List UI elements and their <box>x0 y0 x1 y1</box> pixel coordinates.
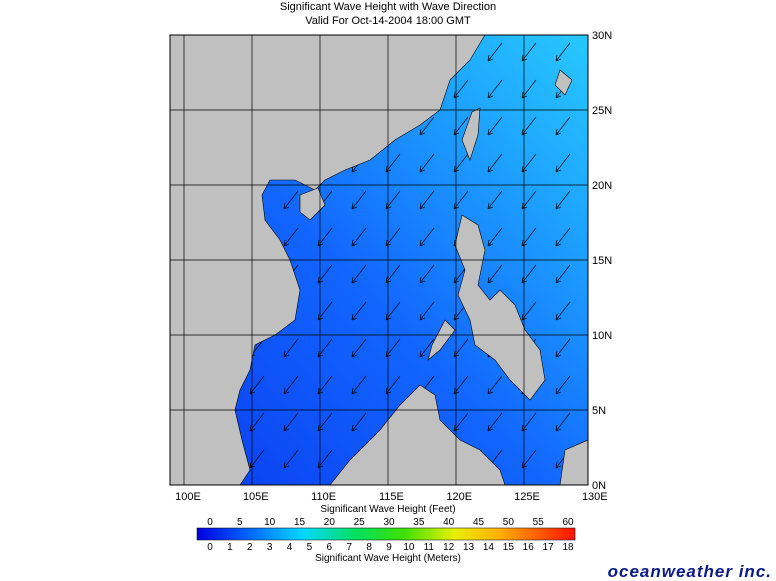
lat-label: 10N <box>592 330 612 342</box>
meter-tick: 7 <box>346 542 352 553</box>
meter-tick: 13 <box>463 542 475 553</box>
legend-feet-title: Significant Wave Height (Feet) <box>320 504 455 515</box>
lat-label: 30N <box>592 30 612 42</box>
graticule <box>170 35 588 485</box>
feet-tick: 25 <box>354 517 366 528</box>
feet-ticks: 0 5 10 15 20 25 30 35 40 45 50 55 60 <box>207 517 574 528</box>
meter-tick: 10 <box>403 542 415 553</box>
logo: oceanweather inc. <box>608 562 772 581</box>
lat-label: 5N <box>592 405 606 417</box>
feet-tick: 10 <box>264 517 276 528</box>
meter-tick: 5 <box>307 542 313 553</box>
lat-label: 25N <box>592 105 612 117</box>
legend-meters-title: Significant Wave Height (Meters) <box>315 553 461 564</box>
meter-tick: 18 <box>562 542 574 553</box>
map <box>170 35 588 485</box>
feet-tick: 0 <box>207 517 213 528</box>
meter-tick: 9 <box>386 542 392 553</box>
meter-tick: 12 <box>443 542 455 553</box>
feet-tick: 5 <box>237 517 243 528</box>
lat-label: 15N <box>592 255 612 267</box>
feet-tick: 50 <box>503 517 515 528</box>
land <box>170 35 588 485</box>
feet-tick: 60 <box>562 517 574 528</box>
meter-tick: 1 <box>227 542 233 553</box>
lat-label: 20N <box>592 180 612 192</box>
meter-tick: 0 <box>207 542 213 553</box>
feet-tick: 45 <box>473 517 485 528</box>
meter-tick: 3 <box>267 542 273 553</box>
lon-label: 115E <box>379 491 404 503</box>
meter-tick: 14 <box>483 542 495 553</box>
feet-tick: 15 <box>294 517 306 528</box>
subtitle: Valid For Oct-14-2004 18:00 GMT <box>305 15 471 27</box>
feet-tick: 40 <box>443 517 455 528</box>
feet-tick: 30 <box>383 517 395 528</box>
lon-label: 105E <box>243 491 269 503</box>
meter-tick: 15 <box>503 542 515 553</box>
meter-tick: 11 <box>424 542 435 553</box>
feet-tick: 35 <box>413 517 425 528</box>
meter-tick: 8 <box>366 542 372 553</box>
meter-ticks: 0 1 2 3 4 5 6 7 8 9 10 11 12 13 14 15 16 17 18 <box>207 542 574 553</box>
colorbar <box>196 527 576 541</box>
meter-tick: 16 <box>523 542 535 553</box>
feet-tick: 55 <box>533 517 545 528</box>
title: Significant Wave Height with Wave Direct… <box>280 1 496 13</box>
lat-label: 0N <box>592 480 606 492</box>
lat-labels: 30N 25N 20N 15N 10N 5N 0N <box>592 30 612 492</box>
lon-label: 110E <box>311 491 336 503</box>
lon-labels: 100E 105E 110E 115E 120E 125E 130E <box>175 491 608 503</box>
map-frame <box>169 34 589 486</box>
meter-tick: 4 <box>287 542 293 553</box>
meter-tick: 6 <box>327 542 333 553</box>
feet-tick: 20 <box>324 517 336 528</box>
meter-tick: 17 <box>543 542 555 553</box>
lon-label: 125E <box>514 491 540 503</box>
lon-label: 130E <box>582 491 608 503</box>
lon-label: 120E <box>446 491 472 503</box>
meter-tick: 2 <box>247 542 253 553</box>
lon-label: 100E <box>175 491 201 503</box>
